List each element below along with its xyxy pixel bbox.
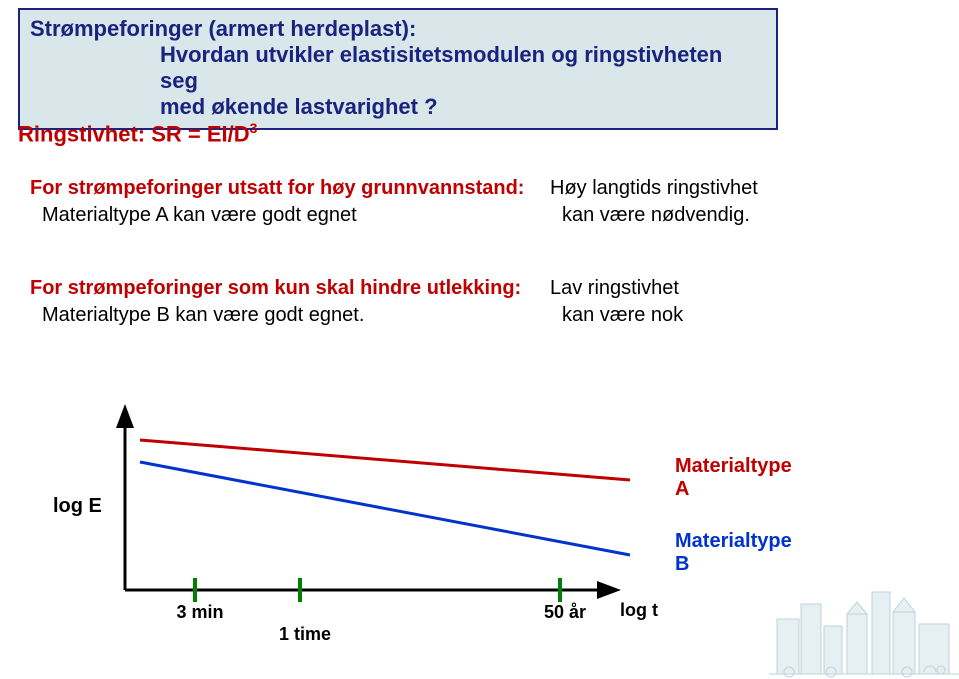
block2-right-line1: Lav ringstivhet <box>550 275 870 302</box>
block1-left-line2: Materialtype A kan være godt egnet <box>30 202 562 229</box>
legend-materialtype-a: Materialtype A <box>675 455 792 501</box>
block1-right-line2: kan være nødvendig. <box>562 202 882 229</box>
footer-cityscape-icon <box>769 564 959 679</box>
x-tick-label-1time: 1 time <box>265 624 345 645</box>
block2-right-line2: kan være nok <box>562 302 882 329</box>
title-line-2: Hvordan utvikler elastisitetsmodulen og … <box>30 42 766 94</box>
text-block-1: For strømpeforinger utsatt for høy grunn… <box>30 175 882 229</box>
ring-stiffness-formula: Ringstivhet: SR = EI/D3 <box>18 120 257 147</box>
title-line-1: Strømpeforinger (armert herdeplast): <box>30 16 766 42</box>
text-block-2: For strømpeforinger som kun skal hindre … <box>30 275 882 329</box>
block2-left-line2: Materialtype B kan være godt egnet. <box>30 302 562 329</box>
x-tick-label-3min: 3 min <box>160 602 240 623</box>
chart-svg <box>55 400 675 630</box>
title-box: Strømpeforinger (armert herdeplast): Hvo… <box>18 8 778 130</box>
x-tick-label-50aar: 50 år <box>525 602 605 623</box>
block1-left-line1: For strømpeforinger utsatt for høy grunn… <box>30 175 550 202</box>
title-line-3: med økende lastvarighet ? <box>30 94 766 120</box>
formula-prefix: Ringstivhet: SR = EI/D <box>18 121 250 146</box>
x-axis-label: log t <box>620 600 658 621</box>
loglog-chart: log E 3 min 1 time 50 år log t Materialt… <box>55 400 675 630</box>
block1-right-line1: Høy langtids ringstivhet <box>550 175 870 202</box>
formula-exponent: 3 <box>250 120 258 136</box>
block2-left-line1: For strømpeforinger som kun skal hindre … <box>30 275 550 302</box>
y-axis-label: log E <box>53 495 102 518</box>
